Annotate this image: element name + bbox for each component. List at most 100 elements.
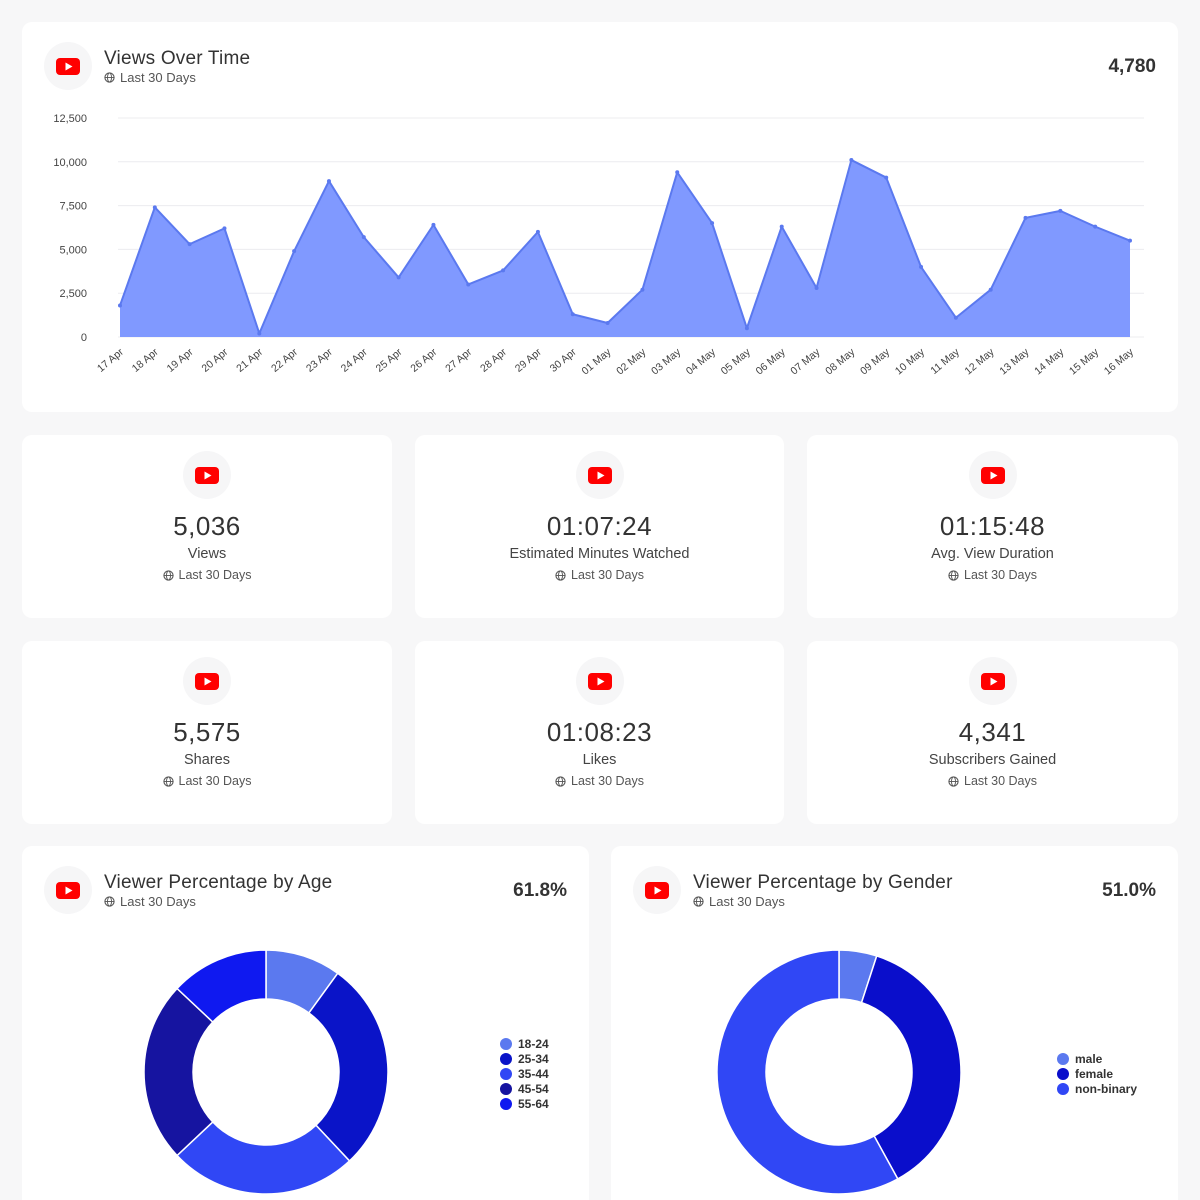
y-tick-label: 7,500 xyxy=(59,201,87,213)
legend-dot xyxy=(1057,1067,1069,1080)
series-line xyxy=(119,159,1131,335)
stat-subtitle-row: Last 30 Days xyxy=(415,774,784,788)
gender-card-subtitle: Last 30 Days xyxy=(709,894,785,909)
area-fill xyxy=(120,160,1130,337)
data-point xyxy=(953,315,958,320)
data-point xyxy=(1128,238,1132,243)
data-point xyxy=(118,303,122,308)
stat-value: 4,341 xyxy=(958,717,1027,747)
x-tick-label: 23 Apr xyxy=(304,346,335,375)
y-tick-label: 0 xyxy=(81,332,87,344)
stat-subtitle: Last 30 Days xyxy=(571,774,644,788)
x-tick-label: 27 Apr xyxy=(443,346,474,375)
x-tick-label: 04 May xyxy=(684,346,719,378)
globe-icon xyxy=(555,570,566,581)
stat-value: 01:15:48 xyxy=(939,511,1046,541)
x-tick-label: 05 May xyxy=(719,346,754,378)
legend-label: 25-34 xyxy=(518,1051,549,1066)
stat-subtitle: Last 30 Days xyxy=(178,774,252,788)
data-point xyxy=(919,264,924,269)
legend-label: non-binary xyxy=(1075,1081,1137,1096)
data-point xyxy=(501,268,506,273)
globe-icon xyxy=(163,570,174,581)
data-point xyxy=(361,235,366,240)
stat-subtitle: Last 30 Days xyxy=(178,568,252,582)
youtube-icon xyxy=(575,451,624,499)
data-point xyxy=(466,282,471,287)
data-point xyxy=(292,249,297,254)
x-tick-label: 03 May xyxy=(649,346,684,378)
data-point xyxy=(326,179,331,184)
x-tick-label: 19 Apr xyxy=(165,346,196,375)
stat-subtitle: Last 30 Days xyxy=(964,774,1037,788)
globe-icon xyxy=(948,570,959,581)
stat-value: 01:08:23 xyxy=(546,717,653,747)
stat-subtitle-row: Last 30 Days xyxy=(22,568,392,582)
donut-slice-55-64 xyxy=(176,949,267,1024)
legend-dot xyxy=(500,1097,512,1110)
x-tick-label: 01 May xyxy=(579,346,614,378)
stat-card-avg-view-duration: 01:15:48 Avg. View Duration Last 30 Days xyxy=(807,435,1178,618)
age-card-subtitle: Last 30 Days xyxy=(120,894,196,909)
stat-label: Likes xyxy=(582,752,617,768)
legend-label: 18-24 xyxy=(518,1036,549,1051)
views-card-title: Views Over Time xyxy=(104,48,251,69)
stat-card-shares: 5,575 Shares Last 30 Days xyxy=(22,641,392,824)
x-tick-label: 08 May xyxy=(823,346,858,378)
data-point xyxy=(1023,215,1028,220)
stat-label: Views xyxy=(187,546,227,562)
y-tick-label: 2,500 xyxy=(59,288,87,300)
views-card-subtitle-row: Last 30 Days xyxy=(104,70,196,85)
views-over-time-card: Views Over Time Last 30 Days 4,780 0 2,50… xyxy=(22,22,1178,412)
stat-card-minutes-watched: 01:07:24 Estimated Minutes Watched Last … xyxy=(415,435,784,618)
views-card-total: 4,780 xyxy=(1108,56,1156,77)
youtube-icon xyxy=(44,42,92,90)
x-tick-label: 11 May xyxy=(928,346,962,377)
data-point xyxy=(187,242,192,247)
data-point xyxy=(257,331,262,336)
legend-label: female xyxy=(1075,1066,1114,1081)
data-point xyxy=(744,326,749,331)
stat-subtitle: Last 30 Days xyxy=(571,568,644,582)
donut-slice-25-34 xyxy=(307,972,389,1162)
stat-value: 5,036 xyxy=(173,511,241,541)
x-tick-label: 20 Apr xyxy=(199,346,230,375)
legend-item: female xyxy=(1057,1066,1137,1081)
stat-card-subscribers-gained: 4,341 Subscribers Gained Last 30 Days xyxy=(807,641,1178,824)
legend-label: 55-64 xyxy=(518,1096,549,1111)
legend-item: male xyxy=(1057,1051,1137,1066)
youtube-icon xyxy=(633,866,681,914)
age-card-total: 61.8% xyxy=(513,880,567,901)
y-tick-label: 10,000 xyxy=(53,157,87,169)
globe-icon xyxy=(948,776,959,787)
youtube-icon xyxy=(968,657,1017,705)
legend-dot xyxy=(1057,1052,1069,1065)
stat-value: 01:07:24 xyxy=(546,511,653,541)
gender-card-title: Viewer Percentage by Gender xyxy=(693,872,953,893)
x-tick-label: 28 Apr xyxy=(478,346,509,375)
stat-label: Avg. View Duration xyxy=(931,546,1054,562)
legend-dot xyxy=(500,1067,512,1080)
x-tick-label: 22 Apr xyxy=(269,346,300,375)
stat-subtitle-row: Last 30 Days xyxy=(807,568,1178,582)
data-point xyxy=(884,175,889,180)
donut-slice-non-binary xyxy=(716,949,899,1195)
donut-slice-45-54 xyxy=(143,987,214,1157)
gender-donut-chart xyxy=(716,949,962,1195)
data-point xyxy=(535,229,540,234)
legend-item: 18-24 xyxy=(500,1036,549,1051)
legend-dot xyxy=(500,1052,512,1065)
gender-legend: male female non-binary xyxy=(1057,1051,1137,1096)
x-tick-label: 15 May xyxy=(1067,346,1102,378)
legend-item: 45-54 xyxy=(500,1081,549,1096)
x-tick-label: 10 May xyxy=(893,346,928,378)
age-card: Viewer Percentage by Age Last 30 Days 61… xyxy=(22,846,589,1200)
gender-card-subtitle-row: Last 30 Days xyxy=(693,894,785,909)
gender-card: Viewer Percentage by Gender Last 30 Days… xyxy=(611,846,1178,1200)
legend-item: 55-64 xyxy=(500,1096,549,1111)
stat-subtitle-row: Last 30 Days xyxy=(807,774,1178,788)
donut-slice-35-44 xyxy=(176,1120,351,1195)
youtube-icon xyxy=(575,657,624,705)
legend-label: 35-44 xyxy=(518,1066,549,1081)
stat-subtitle-row: Last 30 Days xyxy=(22,774,392,788)
